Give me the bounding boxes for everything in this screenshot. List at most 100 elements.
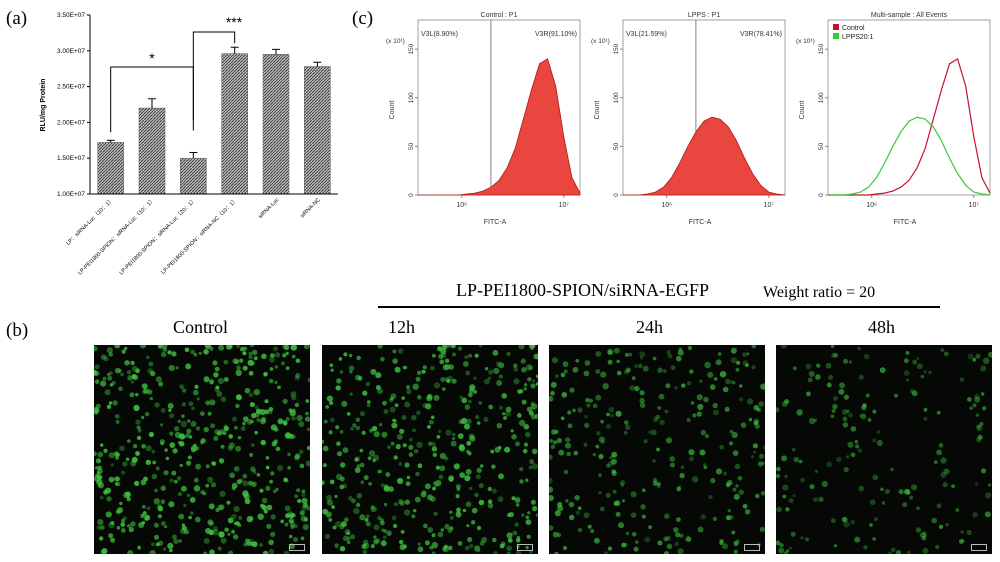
x-tick-label: siRNA-NC	[300, 197, 322, 219]
cell	[898, 489, 904, 495]
cell	[120, 528, 126, 533]
cell	[432, 452, 437, 457]
cell	[143, 476, 148, 482]
cell	[746, 352, 750, 356]
cell	[383, 409, 389, 415]
cell	[719, 444, 724, 450]
cell	[573, 450, 579, 456]
cell	[140, 415, 145, 420]
cell	[679, 533, 684, 538]
cell	[611, 458, 617, 465]
cell	[923, 416, 928, 421]
cell	[630, 512, 637, 518]
cell	[203, 426, 209, 433]
cell	[163, 470, 169, 476]
cell	[415, 471, 420, 477]
cell	[708, 495, 713, 500]
cell	[523, 442, 529, 447]
cell	[657, 367, 663, 373]
cell	[717, 352, 722, 356]
cell	[273, 346, 278, 352]
cell	[186, 460, 192, 466]
cell	[362, 390, 368, 396]
cell	[906, 550, 911, 554]
cell	[676, 486, 681, 492]
cell	[135, 368, 140, 374]
panel-label-b: (b)	[6, 320, 29, 341]
cell	[223, 359, 229, 365]
cell	[123, 346, 128, 351]
cell	[641, 514, 646, 519]
y-multiplier: (x 10¹)	[386, 38, 405, 45]
cell	[248, 538, 254, 544]
cell	[981, 392, 985, 396]
cell	[200, 438, 206, 444]
cell	[352, 423, 357, 428]
cell	[976, 424, 983, 432]
cell	[365, 381, 370, 387]
cell	[675, 532, 681, 538]
cell	[776, 466, 781, 472]
cell	[444, 456, 449, 461]
cell	[940, 348, 945, 352]
cell	[974, 396, 981, 403]
cell	[710, 478, 716, 484]
cell	[702, 463, 707, 467]
cell	[688, 449, 695, 456]
cell	[557, 505, 564, 512]
cell	[563, 369, 568, 374]
cell	[362, 539, 369, 546]
cell	[291, 395, 297, 401]
cell	[356, 464, 361, 468]
cell	[140, 513, 145, 519]
cell	[220, 396, 227, 402]
cell	[404, 401, 411, 408]
cell	[210, 482, 217, 488]
cell	[146, 506, 151, 511]
cell	[394, 366, 401, 373]
gate-right-label: V3R(78.41%)	[740, 31, 782, 38]
cell	[137, 545, 141, 550]
cell	[831, 408, 836, 413]
cell	[167, 350, 172, 355]
cell	[424, 540, 430, 546]
cell	[902, 502, 908, 508]
cell	[869, 499, 876, 506]
cell	[621, 499, 626, 503]
cell	[256, 473, 261, 477]
cell	[404, 499, 410, 505]
x-tick-label: siRNA-Luc	[258, 197, 281, 220]
cell	[652, 356, 657, 361]
cell	[236, 479, 242, 485]
cell	[183, 503, 187, 508]
cell	[130, 380, 135, 384]
cell	[242, 480, 249, 487]
cell	[186, 493, 191, 498]
cell	[372, 454, 379, 461]
cell	[781, 455, 787, 462]
cell	[478, 401, 483, 405]
cell	[503, 416, 507, 420]
cell	[154, 488, 158, 493]
cell	[719, 371, 727, 378]
cell	[158, 381, 164, 387]
cell	[383, 485, 390, 492]
cell	[586, 403, 591, 408]
cell	[172, 534, 177, 540]
cell	[239, 478, 244, 483]
cell	[305, 399, 310, 403]
cell	[422, 402, 428, 409]
cell	[217, 377, 225, 385]
cell	[549, 454, 553, 460]
cell	[600, 440, 605, 445]
cell	[99, 495, 104, 500]
cell	[613, 501, 619, 506]
cell	[110, 537, 116, 543]
cell	[746, 398, 754, 405]
cell	[213, 526, 218, 532]
cell	[235, 403, 240, 409]
cell	[385, 472, 391, 477]
cell	[778, 547, 785, 554]
cell	[232, 358, 238, 364]
cell	[106, 372, 111, 377]
